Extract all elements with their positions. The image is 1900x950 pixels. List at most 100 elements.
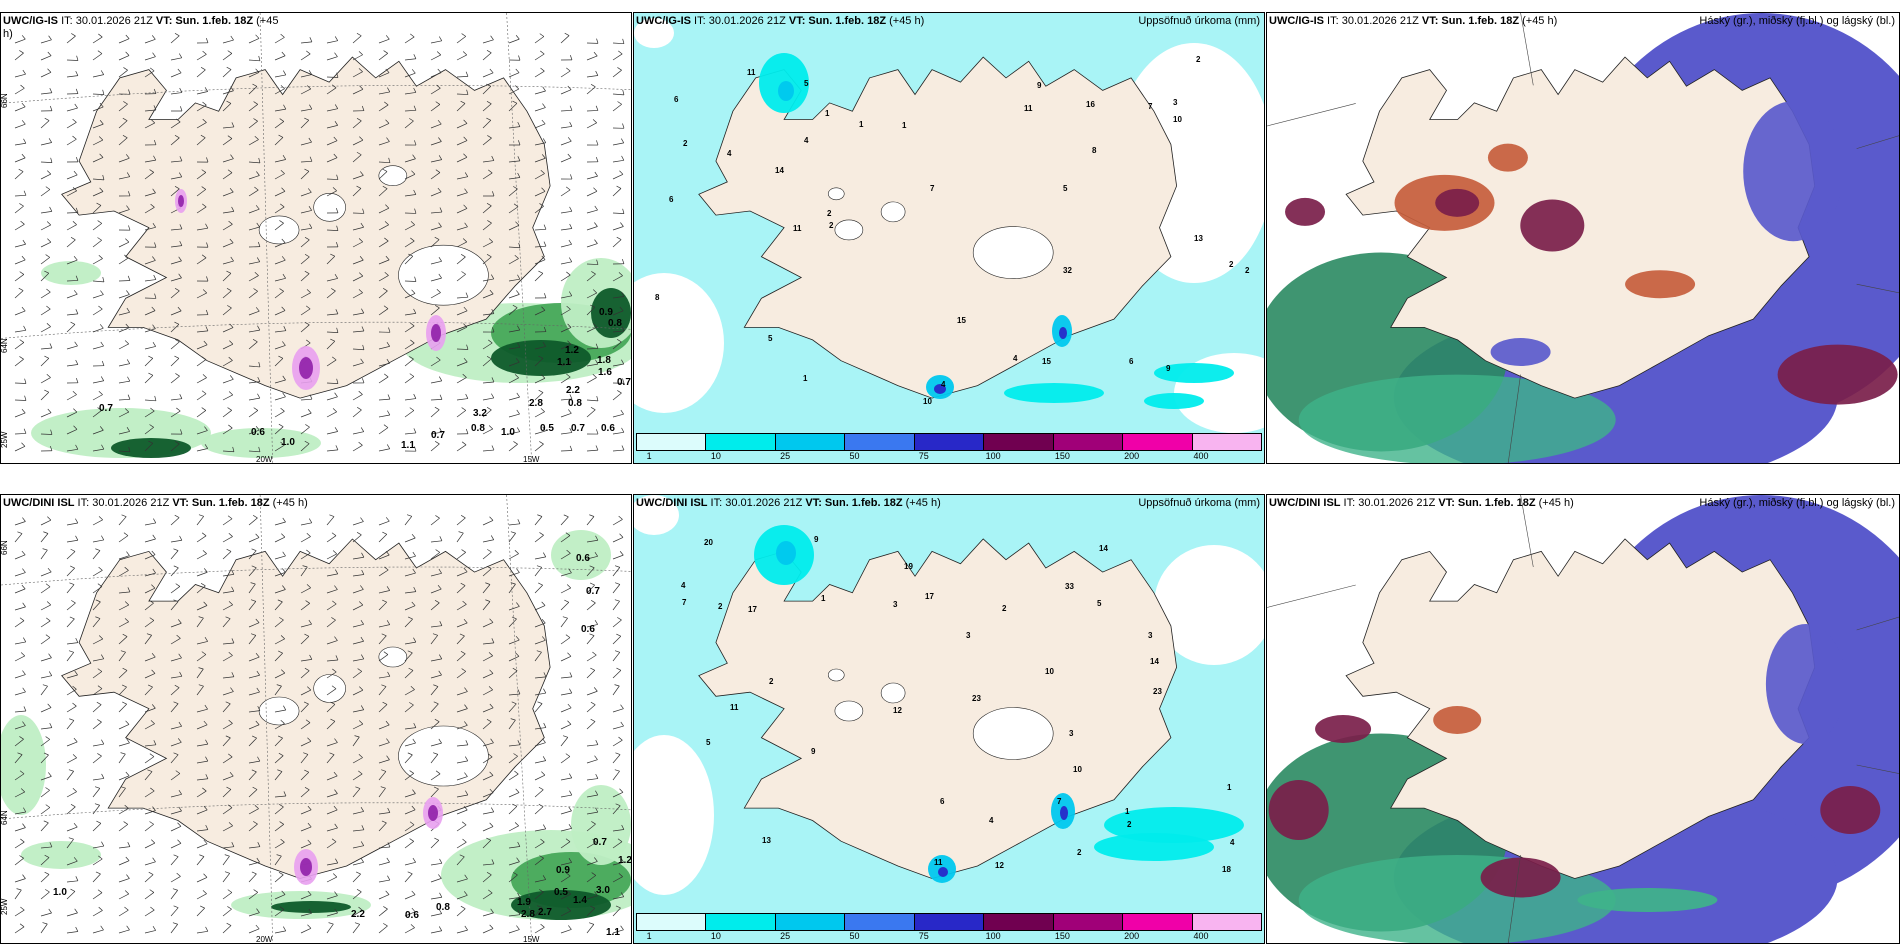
wind-barb — [274, 723, 285, 730]
wind-barb-flag — [226, 786, 232, 790]
wind-barb-flag — [568, 568, 572, 573]
wind-barb-flag — [567, 153, 572, 158]
wind-barb-flag — [536, 565, 542, 568]
wind-barb — [40, 686, 48, 696]
wind-barb — [378, 846, 390, 849]
wind-barb-flag — [226, 548, 232, 552]
wind-barb-flag — [198, 667, 204, 670]
wind-barb — [378, 161, 391, 164]
wind-barb — [66, 551, 76, 560]
wind-barb-flag — [68, 837, 74, 840]
wind-barb — [326, 340, 336, 350]
wind-barb — [534, 53, 545, 61]
wind-barb — [14, 857, 24, 866]
wind-barb-flag — [488, 238, 493, 243]
wind-barb — [300, 227, 312, 231]
wind-barb-flag — [102, 174, 105, 180]
wind-barb — [170, 517, 180, 526]
wind-barb-flag — [590, 84, 596, 88]
wind-barb-flag — [516, 857, 520, 862]
wind-barb-flag — [382, 701, 388, 705]
wind-barb-flag — [282, 926, 287, 932]
wind-barb — [40, 533, 49, 543]
wind-barb-flag — [459, 854, 465, 858]
wind-barb — [66, 174, 78, 180]
wind-barb-flag — [332, 873, 338, 878]
wind-barb-flag — [179, 156, 183, 162]
wind-barb-flag — [72, 685, 77, 690]
wind-barb-flag — [541, 119, 546, 125]
wind-barb-flag — [148, 440, 153, 444]
wind-barb-flag — [231, 842, 235, 847]
precip-value-label: 9 — [811, 747, 816, 756]
field-blob — [491, 340, 591, 376]
wind-barb — [430, 431, 442, 435]
wind-barb-flag — [569, 105, 573, 111]
wind-barb — [300, 636, 310, 645]
wind-barb — [170, 188, 180, 197]
wind-barb-flag — [435, 515, 440, 519]
wind-barb-flag — [100, 290, 104, 295]
wind-barb — [352, 362, 364, 367]
wind-barb — [508, 806, 518, 815]
wind-barb-flag — [199, 854, 205, 857]
wind-barb — [560, 243, 572, 248]
wind-barb — [534, 36, 545, 44]
wind-barb-flag — [409, 770, 414, 774]
precip-value-label: 10 — [923, 397, 932, 406]
wind-barb-flag — [277, 735, 283, 739]
wind-barb-flag — [486, 117, 491, 121]
wind-barb — [560, 210, 572, 214]
colorbar-tick: 10 — [710, 451, 721, 461]
wind-barb — [378, 787, 386, 798]
precip-core — [938, 867, 948, 877]
wind-barb — [404, 36, 415, 44]
wind-barb — [326, 912, 338, 917]
wind-barb-flag — [536, 650, 542, 653]
wind-barb — [144, 260, 156, 265]
wind-barb-flag — [124, 254, 129, 259]
wind-barb-flag — [309, 104, 313, 110]
wind-barb-flag — [488, 652, 493, 657]
wind-barb — [144, 56, 156, 61]
wind-barb — [118, 241, 130, 248]
wind-barb-flag — [150, 906, 155, 911]
wind-barb — [92, 929, 104, 934]
wind-barb — [300, 324, 310, 333]
wind-barb — [40, 707, 52, 713]
wind-barb — [534, 907, 543, 917]
wind-barb — [92, 280, 104, 283]
model-name: UWC/IG-IS — [3, 15, 58, 27]
wind-barb — [404, 727, 416, 730]
wind-barb — [326, 516, 335, 526]
wind-barb-flag — [49, 88, 53, 93]
wind-barb-flag — [73, 290, 78, 295]
wind-barb-flag — [154, 242, 157, 248]
wind-barb-flag — [282, 155, 287, 160]
wind-barb-flag — [308, 619, 312, 625]
wind-barb — [300, 292, 311, 299]
wind-barb — [300, 141, 312, 146]
wind-barb-flag — [569, 206, 573, 212]
wind-barb-flag — [124, 340, 129, 345]
wind-barb — [482, 721, 492, 730]
wind-barb-flag — [153, 274, 157, 280]
wind-barb — [14, 710, 26, 713]
wind-barb — [430, 878, 442, 883]
wind-barb — [482, 892, 493, 900]
wind-barb — [430, 552, 440, 560]
wind-barb-flag — [438, 222, 442, 227]
wind-barb-flag — [75, 444, 79, 450]
wind-barb — [612, 725, 624, 730]
wind-barb — [534, 891, 544, 900]
wind-barb-flag — [123, 532, 129, 536]
wind-barb — [456, 671, 466, 679]
wind-barb-flag — [360, 222, 364, 228]
wind-barb-flag — [568, 823, 572, 829]
wind-barb — [66, 224, 77, 231]
wind-barb-flag — [590, 304, 595, 308]
wind-barb-flag — [590, 718, 596, 722]
wind-barb-flag — [540, 408, 545, 412]
wind-barb-flag — [439, 892, 443, 898]
wind-barb-flag — [359, 601, 364, 606]
